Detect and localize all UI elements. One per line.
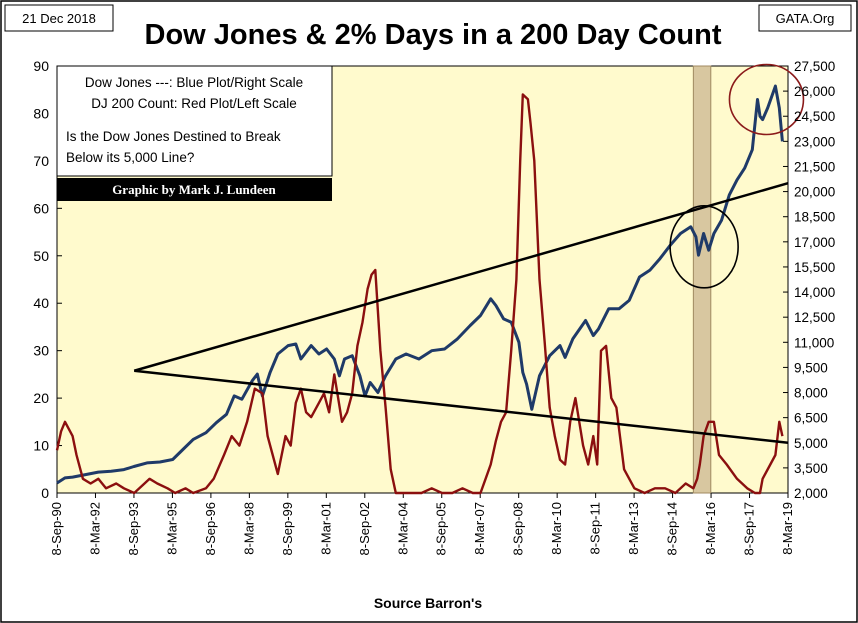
x-tick-label: 8-Sep-17 <box>742 502 757 555</box>
left-tick-label: 0 <box>41 485 49 501</box>
shaded-period-layer <box>692 65 712 494</box>
right-tick-label: 20,000 <box>794 185 835 200</box>
left-tick-label: 80 <box>33 105 49 121</box>
x-tick-label: 8-Mar-13 <box>626 502 641 555</box>
x-tick-label: 8-Sep-99 <box>280 502 295 555</box>
right-tick-label: 11,000 <box>794 335 834 350</box>
right-tick-label: 23,000 <box>794 134 835 149</box>
x-tick-label: 8-Sep-08 <box>511 502 526 555</box>
left-tick-label: 90 <box>33 58 49 74</box>
x-tick-label: 8-Mar-04 <box>395 502 410 555</box>
x-tick-label: 8-Sep-05 <box>434 502 449 555</box>
date-box <box>4 4 114 32</box>
x-tick-label: 8-Sep-14 <box>665 502 680 555</box>
left-tick-label: 40 <box>33 295 49 311</box>
right-tick-label: 5,000 <box>794 436 828 451</box>
legend-box <box>56 65 333 177</box>
right-tick-label: 26,000 <box>794 84 835 99</box>
right-tick-label: 9,500 <box>794 360 828 375</box>
right-tick-label: 2,000 <box>794 486 828 501</box>
left-tick-label: 70 <box>33 153 49 169</box>
right-tick-label: 27,500 <box>794 59 835 74</box>
x-tick-label: 8-Sep-11 <box>588 502 603 555</box>
left-tick-label: 20 <box>33 390 49 406</box>
right-tick-label: 6,500 <box>794 411 828 426</box>
annotation-layer <box>669 63 805 289</box>
x-tick-label: 8-Mar-98 <box>241 502 256 555</box>
series-layer <box>55 84 784 495</box>
chart-title: Dow Jones & 2% Days in a 200 Day Count <box>145 19 722 51</box>
legend-count-line: DJ 200 Count: Red Plot/Left Scale <box>91 96 297 111</box>
left-tick-label: 10 <box>33 438 49 454</box>
dow-jones-line <box>56 84 784 485</box>
red-circle <box>728 63 805 136</box>
x-tick-label: 8-Sep-90 <box>49 502 64 555</box>
right-tick-label: 12,500 <box>794 310 835 325</box>
legend-question-line2: Below its 5,000 Line? <box>66 150 194 165</box>
left-tick-label: 30 <box>33 343 49 359</box>
left-tick-label: 50 <box>33 248 49 264</box>
right-tick-label: 8,000 <box>794 386 828 401</box>
x-tick-label: 8-Sep-93 <box>126 502 141 555</box>
date-label: 21 Dec 2018 <box>22 11 96 26</box>
shaded-period <box>692 65 712 494</box>
right-tick-label: 14,000 <box>794 285 835 300</box>
x-tick-label: 8-Mar-92 <box>87 502 102 555</box>
right-tick-label: 21,500 <box>794 159 835 174</box>
right-tick-label: 15,500 <box>794 260 835 275</box>
x-tick-label: 8-Mar-95 <box>164 502 179 555</box>
x-tick-label: 8-Mar-01 <box>318 502 333 555</box>
x-tick-label: 8-Sep-02 <box>357 502 372 555</box>
right-tick-label: 24,500 <box>794 109 835 124</box>
left-tick-label: 60 <box>33 200 49 216</box>
right-tick-label: 17,000 <box>794 235 835 250</box>
x-axis-label: Source Barron's <box>374 595 483 611</box>
source-site-box <box>758 4 852 32</box>
legend-dow-line: Dow Jones ---: Blue Plot/Right Scale <box>85 75 303 90</box>
trend-layer <box>133 182 789 445</box>
x-tick-label: 8-Mar-07 <box>472 502 487 555</box>
lower-trend-line <box>134 369 789 445</box>
dj-200-count-line <box>55 93 784 495</box>
axis-labels: 0 10 20 30 40 50 60 70 80 90 2,000 3,500 5,000 6,500 8… <box>33 58 835 555</box>
x-tick-label: 8-Mar-19 <box>780 502 795 555</box>
source-site-label: GATA.Org <box>776 11 835 26</box>
right-tick-label: 3,500 <box>794 461 828 476</box>
legend-question-line1: Is the Dow Jones Destined to Break <box>66 129 281 144</box>
credit-text: Graphic by Mark J. Lundeen <box>112 182 276 197</box>
upper-trend-line <box>133 182 789 372</box>
black-circle <box>669 205 739 289</box>
x-tick-label: 8-Mar-10 <box>549 502 564 555</box>
credit-banner <box>57 178 332 201</box>
right-tick-label: 18,500 <box>794 210 835 225</box>
x-tick-label: 8-Mar-16 <box>703 502 718 555</box>
x-tick-label: 8-Sep-96 <box>203 502 218 555</box>
